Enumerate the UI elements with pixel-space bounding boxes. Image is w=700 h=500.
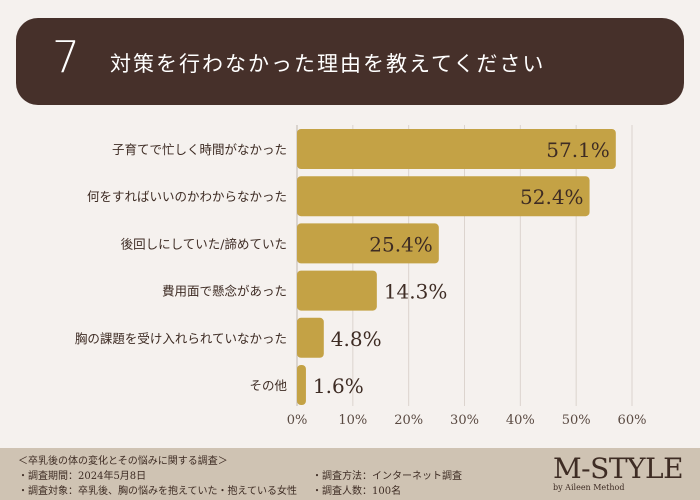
value-label: 14.3% bbox=[384, 280, 448, 304]
survey-title: ＜卒乳後の体の変化とその悩みに関する調査＞ bbox=[18, 456, 228, 467]
value-label: 4.8% bbox=[331, 327, 382, 351]
bar bbox=[297, 270, 377, 311]
survey-period: ・調査期間：2024年5月8日 bbox=[18, 471, 147, 482]
survey-method: ・調査方法：インターネット調査 bbox=[312, 471, 462, 482]
x-tick-label: 20% bbox=[394, 413, 423, 428]
bar-chart: 0% 10% 20% 30% 40% 50% 60% 子育てで忙しく時間がなかった 57.1% 何… bbox=[75, 125, 647, 428]
value-label: 1.6% bbox=[313, 374, 364, 398]
brand-logo-sub: by Aileen Method bbox=[553, 483, 625, 492]
survey-footer: ＜卒乳後の体の変化とその悩みに関する調査＞ ・調査期間：2024年5月8日 ・調… bbox=[0, 448, 700, 500]
bar bbox=[297, 223, 439, 264]
category-label: 胸の課題を受け入れられていなかった bbox=[75, 331, 287, 346]
x-tick-label: 40% bbox=[506, 413, 535, 428]
x-tick-label: 50% bbox=[562, 413, 591, 428]
category-label: 費用面で懸念があった bbox=[162, 284, 287, 299]
x-tick-label: 0% bbox=[287, 413, 308, 428]
category-label: その他 bbox=[249, 378, 287, 393]
question-number: 7 bbox=[52, 32, 80, 83]
category-label: 何をすればいいのかわからなかった bbox=[87, 189, 287, 204]
bar bbox=[297, 365, 306, 405]
survey-target: ・調査対象：卒乳後、胸の悩みを抱えていた・抱えている女性 bbox=[18, 486, 297, 497]
brand-logo: M-STYLE bbox=[553, 452, 684, 485]
category-label: 子育てで忙しく時間がなかった bbox=[112, 142, 287, 157]
x-tick-label: 30% bbox=[450, 413, 479, 428]
chart-title: 対策を行わなかった理由を教えてください bbox=[110, 52, 546, 76]
category-label: 後回しにしていた/諦めていた bbox=[121, 236, 287, 251]
x-tick-label: 10% bbox=[338, 413, 367, 428]
title-banner: 7 対策を行わなかった理由を教えてください bbox=[16, 18, 684, 105]
value-label: 25.4% bbox=[369, 232, 433, 256]
bar bbox=[297, 176, 590, 217]
survey-count: ・調査人数：100名 bbox=[312, 486, 402, 497]
x-tick-label: 60% bbox=[618, 413, 647, 428]
bar bbox=[297, 129, 616, 169]
value-label: 57.1% bbox=[546, 138, 610, 162]
value-label: 52.4% bbox=[520, 185, 584, 209]
bar bbox=[297, 317, 324, 358]
